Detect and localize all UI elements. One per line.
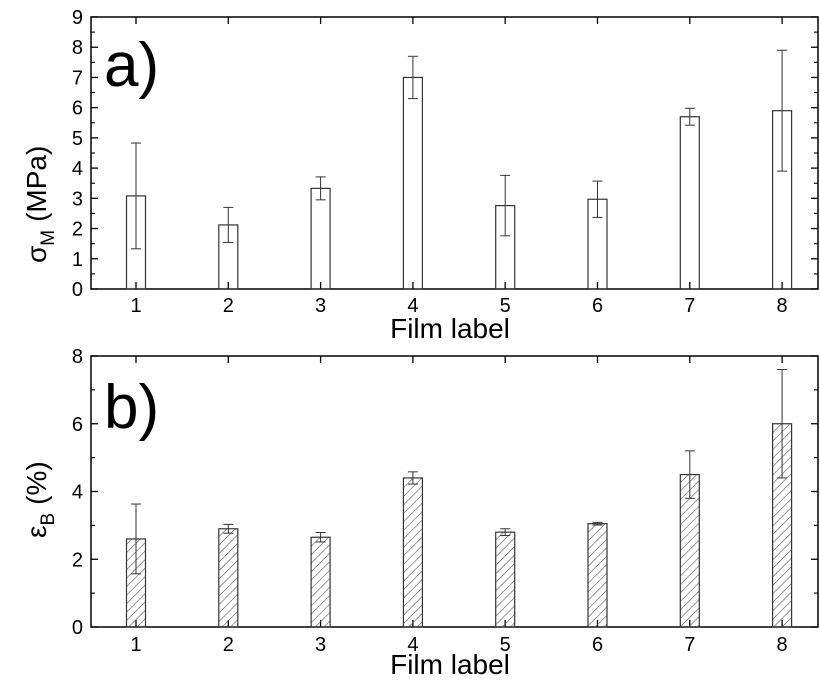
panel-a-plot-frame xyxy=(90,16,819,290)
panel-b-ylabel-symbol: ε xyxy=(21,526,52,538)
panel-a-x-tick-label: 8 xyxy=(777,295,788,317)
panel-a-y-tick-label: 8 xyxy=(72,37,83,59)
panel-b-ylabel-unit: (%) xyxy=(21,461,52,505)
panel-b-x-tick-label: 6 xyxy=(592,634,603,656)
panel-a-x-axis-title: Film label xyxy=(390,313,510,344)
panel-a-x-tick-label: 2 xyxy=(223,295,234,317)
panel-a-bar xyxy=(402,76,423,290)
panel-a-x-tick-label: 1 xyxy=(130,295,141,317)
panel-a-label: a) xyxy=(104,31,159,100)
panel-b-bar xyxy=(218,528,239,628)
panel-a-y-tick-label: 1 xyxy=(72,249,83,271)
panel-a-x-tick-label: 6 xyxy=(592,295,603,317)
panel-b-x-tick-label: 8 xyxy=(777,634,788,656)
panel-b-y-tick-label: 6 xyxy=(72,414,83,436)
panel-b-x-axis-title: Film label xyxy=(390,649,510,680)
panel-a-x-tick-label: 3 xyxy=(315,295,326,317)
panel-a-bar xyxy=(310,187,331,290)
panel-b-x-axis: 1 2 3 4 5 6 7 8 xyxy=(130,356,788,656)
panel-a-x-tick-label: 5 xyxy=(500,295,511,317)
panel-a-y-axis-title: σM (MPa) xyxy=(21,146,59,263)
panel-a-bars xyxy=(125,49,793,290)
panel-b-ylabel-subscript: B xyxy=(38,513,59,526)
panel-a-x-axis: 1 2 3 4 5 6 7 8 xyxy=(130,17,788,317)
panel-a-y-tick-label: 5 xyxy=(72,128,83,150)
panel-a-x-tick-label: 7 xyxy=(684,295,695,317)
panel-a-y-tick-label: 7 xyxy=(72,67,83,89)
panel-a-y-tick-label: 9 xyxy=(72,7,83,29)
panel-a-y-tick-label: 4 xyxy=(72,158,83,180)
panel-a-x-tick-label: 4 xyxy=(407,295,418,317)
panel-b-x-tick-label: 7 xyxy=(684,634,695,656)
panel-b-bar xyxy=(402,477,423,628)
panel-a-ylabel-symbol: σ xyxy=(21,246,52,263)
panel-a-y-axis: 0 1 2 3 4 5 6 7 8 9 xyxy=(72,7,818,301)
panel-b-y-tick-label: 8 xyxy=(72,346,83,368)
panel-b-plot-frame xyxy=(90,355,819,628)
panel-b-x-tick-label: 2 xyxy=(223,634,234,656)
panel-b-bars xyxy=(125,369,793,628)
panel-b-y-tick-label: 2 xyxy=(72,549,83,571)
panel-b-x-tick-label: 5 xyxy=(500,634,511,656)
panel-a-chart: 0 1 2 3 4 5 6 7 8 9 1 2 3 4 5 6 7 8 a) Film label σM (MPa… xyxy=(21,7,819,344)
panel-b-bar xyxy=(495,531,516,628)
panel-b-x-tick-label: 4 xyxy=(407,634,418,656)
panel-b-chart: 0 2 4 6 8 1 2 3 4 5 6 7 8 b) Film label εB (%) xyxy=(21,346,819,680)
panel-b-label: b) xyxy=(104,373,159,442)
panel-b-y-tick-label: 4 xyxy=(72,482,83,504)
panel-b-y-tick-label: 0 xyxy=(72,617,83,639)
panel-a-y-tick-label: 2 xyxy=(72,219,83,241)
panel-a-ylabel-unit: (MPa) xyxy=(21,146,52,222)
panel-b-bar xyxy=(587,523,608,628)
panel-a-y-tick-label: 3 xyxy=(72,188,83,210)
panel-b-x-tick-label: 1 xyxy=(130,634,141,656)
panel-a-bar xyxy=(679,116,700,290)
panel-b-bar xyxy=(310,536,331,628)
panel-a-ylabel-subscript: M xyxy=(38,230,59,246)
panel-a-y-tick-label: 0 xyxy=(72,279,83,301)
panel-b-y-axis: 0 2 4 6 8 xyxy=(72,346,818,639)
panel-a-y-tick-label: 6 xyxy=(72,98,83,120)
panel-b-x-tick-label: 3 xyxy=(315,634,326,656)
panel-b-y-axis-title: εB (%) xyxy=(21,461,59,538)
